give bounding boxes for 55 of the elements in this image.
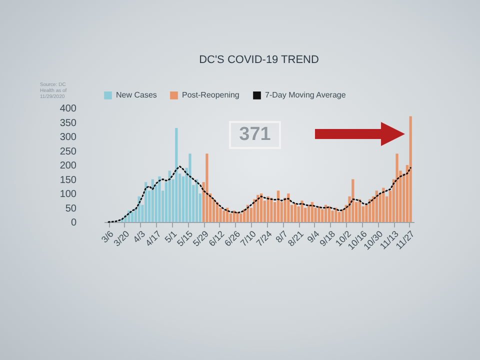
bar bbox=[358, 199, 361, 222]
y-tick-label: 100 bbox=[60, 189, 77, 200]
bar bbox=[310, 202, 314, 222]
bar bbox=[216, 202, 218, 222]
y-tick-label: 0 bbox=[70, 218, 77, 228]
bar bbox=[188, 154, 192, 222]
y-tick-label: 400 bbox=[60, 104, 77, 114]
y-tick-label: 150 bbox=[60, 174, 77, 186]
annotation: 371 bbox=[229, 121, 281, 149]
bar bbox=[318, 206, 320, 222]
x-tick-label: 4/3 bbox=[131, 228, 148, 245]
y-tick-label: 300 bbox=[60, 132, 77, 143]
bar bbox=[368, 199, 372, 222]
bar bbox=[352, 179, 354, 222]
legend-label: 7-Day Moving Average bbox=[265, 90, 346, 100]
line-series bbox=[108, 166, 412, 223]
y-tick-label: 200 bbox=[60, 160, 77, 172]
bar bbox=[341, 209, 344, 222]
bar bbox=[206, 154, 208, 222]
bar bbox=[382, 188, 385, 222]
legend-label: Post-Reopening bbox=[182, 90, 240, 100]
bar bbox=[284, 198, 286, 222]
bar bbox=[240, 213, 242, 222]
bar bbox=[276, 190, 280, 222]
x-tick-label: 8/21 bbox=[286, 228, 306, 248]
bar bbox=[324, 204, 328, 222]
bar bbox=[158, 176, 161, 222]
y-tick-label: 350 bbox=[60, 118, 77, 129]
bar bbox=[294, 203, 297, 222]
y-tick-label: 250 bbox=[60, 146, 77, 158]
bar bbox=[253, 199, 256, 222]
bar bbox=[307, 204, 310, 222]
bar bbox=[151, 179, 154, 222]
bar bbox=[168, 170, 171, 222]
bar bbox=[256, 194, 260, 222]
chart-title: DC'S COVID-19 TREND bbox=[199, 54, 319, 66]
bar bbox=[375, 190, 378, 222]
legend-label: New Cases bbox=[116, 90, 157, 100]
bar bbox=[321, 209, 324, 222]
bar bbox=[396, 154, 398, 222]
bar bbox=[338, 212, 341, 222]
bar bbox=[331, 210, 334, 222]
bar bbox=[130, 212, 134, 222]
bar bbox=[222, 210, 226, 222]
bar bbox=[287, 194, 290, 222]
bar bbox=[300, 200, 304, 222]
bar bbox=[175, 128, 178, 222]
bar bbox=[260, 194, 263, 222]
bar bbox=[409, 116, 412, 222]
y-tick-label: 50 bbox=[65, 203, 77, 214]
bar bbox=[266, 196, 270, 222]
bar bbox=[270, 198, 273, 222]
bar bbox=[144, 182, 148, 222]
bar bbox=[195, 179, 198, 222]
bar bbox=[328, 206, 330, 222]
